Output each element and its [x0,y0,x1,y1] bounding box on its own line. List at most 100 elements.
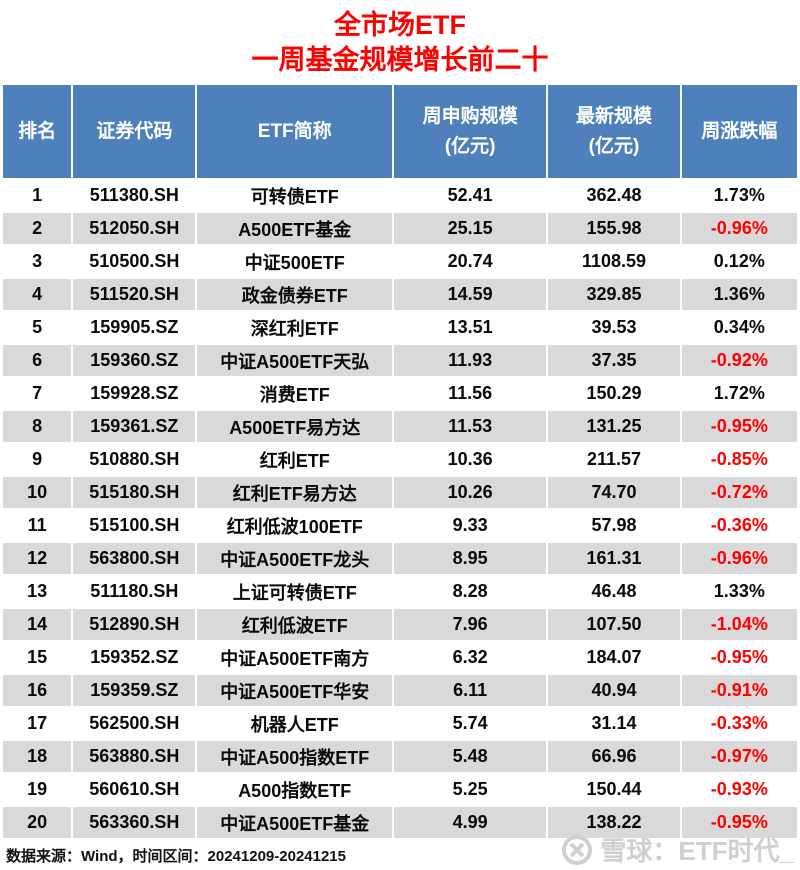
cell-weekly-subscription: 10.36 [393,444,547,475]
cell-weekly-change: -0.85% [681,444,797,475]
page-subtitle: 一周基金规模增长前二十 [251,45,549,75]
cell-name: 红利低波100ETF [197,510,392,541]
table-row: 14 512890.SH 红利低波ETF 7.96 107.50 -1.04% [3,609,797,640]
cell-code: 510500.SH [73,246,196,277]
cell-rank: 10 [3,477,72,508]
cell-rank: 1 [3,180,72,211]
cell-code: 159359.SZ [73,675,196,706]
table-row: 12 563800.SH 中证A500ETF龙头 8.95 161.31 -0.96% [3,543,797,574]
cell-name: 中证A500ETF天弘 [197,345,392,376]
table-row: 20 563360.SH 中证A500ETF基金 4.99 138.22 -0.95% [3,807,797,838]
table-row: 17 562500.SH 机器人ETF 5.74 31.14 -0.33% [3,708,797,739]
cell-name: 中证A500ETF龙头 [197,543,392,574]
cell-code: 159352.SZ [73,642,196,673]
cell-weekly-change: -0.92% [681,345,797,376]
cell-rank: 18 [3,741,72,772]
cell-name: 中证500ETF [197,246,392,277]
cell-weekly-change: -0.97% [681,741,797,772]
cell-weekly-change: -1.04% [681,609,797,640]
column-header: ETF简称 [197,85,392,178]
cell-name: 红利低波ETF [197,609,392,640]
cell-weekly-change: 0.12% [681,246,797,277]
cell-rank: 4 [3,279,72,310]
cell-weekly-change: 1.73% [681,180,797,211]
cell-name: 深红利ETF [197,312,392,343]
cell-name: 中证A500ETF华安 [197,675,392,706]
cell-weekly-subscription: 6.11 [393,675,547,706]
table-row: 13 511180.SH 上证可转债ETF 8.28 46.48 1.33% [3,576,797,607]
table-row: 9 510880.SH 红利ETF 10.36 211.57 -0.85% [3,444,797,475]
cell-latest-scale: 211.57 [548,444,680,475]
table-row: 19 560610.SH A500指数ETF 5.25 150.44 -0.93% [3,774,797,805]
cell-latest-scale: 138.22 [548,807,680,838]
column-header: 周涨跌幅 [681,85,797,178]
cell-name: 政金债券ETF [197,279,392,310]
cell-latest-scale: 184.07 [548,642,680,673]
cell-code: 159905.SZ [73,312,196,343]
table-row: 11 515100.SH 红利低波100ETF 9.33 57.98 -0.36% [3,510,797,541]
table-row: 3 510500.SH 中证500ETF 20.74 1108.59 0.12% [3,246,797,277]
cell-code: 510880.SH [73,444,196,475]
cell-name: 消费ETF [197,378,392,409]
cell-rank: 9 [3,444,72,475]
cell-latest-scale: 66.96 [548,741,680,772]
cell-weekly-change: 1.72% [681,378,797,409]
cell-weekly-subscription: 8.28 [393,576,547,607]
table-row: 6 159360.SZ 中证A500ETF天弘 11.93 37.35 -0.92% [3,345,797,376]
cell-code: 159361.SZ [73,411,196,442]
cell-weekly-change: -0.96% [681,543,797,574]
cell-latest-scale: 1108.59 [548,246,680,277]
cell-name: 上证可转债ETF [197,576,392,607]
table-header-row: 排名 证券代码 ETF简称 周申购规模 (亿元) 最新规模 (亿元) 周涨跌幅 [3,85,797,178]
table-row: 10 515180.SH 红利ETF易方达 10.26 74.70 -0.72% [3,477,797,508]
cell-weekly-change: 1.33% [681,576,797,607]
cell-name: 中证A500指数ETF [197,741,392,772]
cell-latest-scale: 161.31 [548,543,680,574]
cell-rank: 16 [3,675,72,706]
column-header: 排名 [3,85,72,178]
table-row: 5 159905.SZ 深红利ETF 13.51 39.53 0.34% [3,312,797,343]
cell-code: 159928.SZ [73,378,196,409]
cell-latest-scale: 31.14 [548,708,680,739]
table-row: 2 512050.SH A500ETF基金 25.15 155.98 -0.96% [3,213,797,244]
cell-rank: 8 [3,411,72,442]
cell-rank: 7 [3,378,72,409]
cell-rank: 2 [3,213,72,244]
cell-code: 511520.SH [73,279,196,310]
cell-weekly-subscription: 10.26 [393,477,547,508]
cell-rank: 12 [3,543,72,574]
cell-weekly-change: -0.95% [681,642,797,673]
cell-weekly-change: -0.91% [681,675,797,706]
cell-name: A500指数ETF [197,774,392,805]
table-row: 15 159352.SZ 中证A500ETF南方 6.32 184.07 -0.95% [3,642,797,673]
table-row: 4 511520.SH 政金债券ETF 14.59 329.85 1.36% [3,279,797,310]
cell-rank: 13 [3,576,72,607]
cell-weekly-change: 1.36% [681,279,797,310]
column-header: 最新规模 (亿元) [548,85,680,178]
cell-latest-scale: 40.94 [548,675,680,706]
cell-weekly-subscription: 13.51 [393,312,547,343]
cell-name: 机器人ETF [197,708,392,739]
cell-latest-scale: 74.70 [548,477,680,508]
cell-code: 159360.SZ [73,345,196,376]
cell-name: 中证A500ETF南方 [197,642,392,673]
cell-latest-scale: 329.85 [548,279,680,310]
cell-code: 563800.SH [73,543,196,574]
cell-code: 562500.SH [73,708,196,739]
cell-latest-scale: 150.44 [548,774,680,805]
cell-weekly-change: -0.95% [681,807,797,838]
cell-weekly-subscription: 6.32 [393,642,547,673]
cell-code: 511380.SH [73,180,196,211]
cell-code: 560610.SH [73,774,196,805]
data-source-note: 数据来源：Wind，时间区间：20241209-20241215 [6,848,346,865]
cell-rank: 19 [3,774,72,805]
cell-weekly-subscription: 5.25 [393,774,547,805]
etf-growth-table: 排名 证券代码 ETF简称 周申购规模 (亿元) 最新规模 (亿元) 周涨跌幅 1 511380… [1,83,799,840]
table-row: 18 563880.SH 中证A500指数ETF 5.48 66.96 -0.97% [3,741,797,772]
cell-rank: 17 [3,708,72,739]
table-row: 1 511380.SH 可转债ETF 52.41 362.48 1.73% [3,180,797,211]
cell-weekly-subscription: 11.56 [393,378,547,409]
cell-rank: 5 [3,312,72,343]
cell-code: 563360.SH [73,807,196,838]
